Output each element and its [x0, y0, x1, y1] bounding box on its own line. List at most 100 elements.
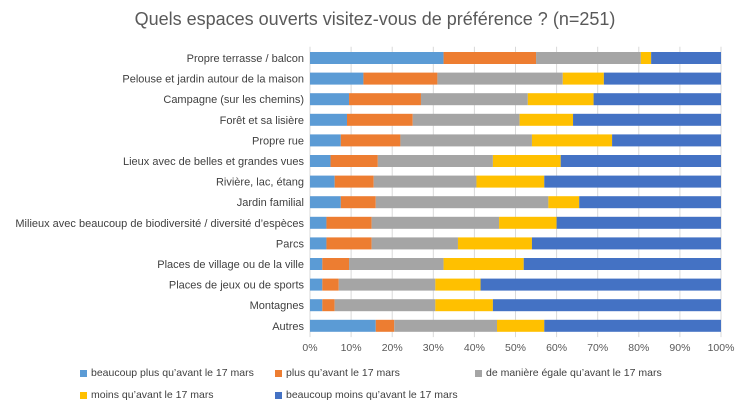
bar-segment-series-1 [310, 113, 347, 126]
category-label: Rivière, lac, étang [216, 177, 304, 189]
bar-segment-series-2 [340, 134, 401, 147]
x-tick-label: 10% [341, 342, 362, 354]
bar-segment-series-3 [373, 175, 477, 188]
bar-segment-series-4 [497, 319, 545, 332]
category-label: Places de jeux ou de sports [169, 280, 305, 292]
legend-item: beaucoup moins qu’avant le 17 mars [275, 389, 458, 401]
bar-segment-series-4 [640, 52, 652, 64]
legend-swatch [80, 369, 87, 377]
bar-segment-series-3 [349, 258, 444, 270]
bar-segment-series-4 [531, 134, 613, 147]
category-label: Propre rue [252, 135, 304, 147]
bar-segment-series-2 [363, 72, 438, 85]
legend-item: plus qu’avant le 17 mars [275, 367, 400, 379]
bar-segment-series-2 [326, 216, 372, 229]
bar-segment-series-2 [346, 113, 413, 126]
bar-segment-series-2 [322, 278, 339, 291]
bar-segment-series-5 [544, 319, 721, 332]
bar-segment-series-4 [527, 93, 594, 106]
bar-segment-series-3 [420, 93, 528, 106]
plot-area: Propre terrasse / balcon Pelouse et jardi… [15, 46, 735, 354]
legend-item: moins qu’avant le 17 mars [80, 389, 214, 401]
bar-segment-series-5 [480, 278, 721, 291]
bar-segment-series-5 [573, 113, 721, 126]
bar-segment-series-3 [377, 155, 493, 167]
bar-segment-series-5 [523, 258, 721, 270]
x-tick-label: 40% [464, 342, 485, 354]
bar-segment-series-1 [310, 258, 323, 270]
category-label: Propre terrasse / balcon [187, 53, 304, 65]
bar-segment-series-3 [371, 237, 458, 250]
bar-segment-series-4 [499, 216, 557, 229]
legend-item: de manière égale qu’avant le 17 mars [475, 367, 662, 379]
bar-segment-series-2 [322, 258, 350, 270]
bar-segment-series-1 [310, 72, 364, 85]
bar-segment-series-4 [435, 299, 493, 312]
bar-segment-series-1 [310, 299, 323, 312]
x-tick-label: 70% [587, 342, 608, 354]
bar-segment-series-5 [651, 52, 721, 64]
bar-segment-series-4 [435, 278, 481, 291]
bar-segment-series-3 [394, 319, 498, 332]
bar-segment-series-2 [334, 175, 374, 188]
category-label: Places de village ou de la ville [157, 259, 304, 271]
bar-segment-series-1 [310, 278, 323, 291]
x-tick-label: 0% [302, 342, 317, 354]
legend-swatch [475, 369, 482, 377]
legend-swatch [275, 391, 282, 399]
bar-segment-series-2 [326, 237, 372, 250]
bar-segment-series-1 [310, 52, 444, 64]
bar-segment-series-5 [492, 299, 721, 312]
bar-segment-series-1 [310, 216, 327, 229]
legend-label: beaucoup plus qu’avant le 17 mars [91, 367, 254, 379]
bar-segment-series-1 [310, 237, 327, 250]
x-tick-label: 60% [546, 342, 567, 354]
x-tick-label: 90% [669, 342, 690, 354]
category-label: Montagnes [250, 300, 305, 312]
bar-segment-series-3 [375, 196, 549, 209]
bar-segment-series-1 [310, 319, 376, 332]
bar-segment-series-5 [560, 155, 721, 167]
bar-segment-series-1 [310, 196, 341, 209]
category-label: Lieux avec de belles et grandes vues [123, 156, 305, 168]
bar-segment-series-2 [443, 52, 537, 64]
bar-segment-series-2 [340, 196, 376, 209]
x-tick-label: 100% [708, 342, 735, 354]
bar-segment-series-3 [371, 216, 500, 229]
bar-segment-series-1 [310, 155, 331, 167]
bar-segment-series-1 [310, 134, 341, 147]
legend-item: beaucoup plus qu’avant le 17 mars [80, 367, 254, 379]
bar-segment-series-2 [330, 155, 378, 167]
bar-segment-series-2 [349, 93, 421, 106]
legend-swatch [80, 391, 87, 399]
bar-segment-series-5 [556, 216, 721, 229]
bar-segment-series-4 [476, 175, 545, 188]
category-label: Campagne (sur les chemins) [163, 94, 304, 106]
legend-label: de manière égale qu’avant le 17 mars [486, 367, 662, 379]
bar-segment-series-4 [492, 155, 561, 167]
bar-segment-series-1 [310, 93, 350, 106]
x-tick-label: 20% [382, 342, 403, 354]
legend-label: moins qu’avant le 17 mars [91, 389, 214, 401]
bar-segment-series-4 [443, 258, 524, 270]
bar-segment-series-3 [536, 52, 641, 64]
x-tick-label: 50% [505, 342, 526, 354]
bar-segment-series-2 [322, 299, 335, 312]
category-label: Pelouse et jardin autour de la maison [122, 74, 304, 86]
bar-segment-series-4 [548, 196, 580, 209]
bar-segment-series-5 [544, 175, 721, 188]
category-label: Milieux avec beaucoup de biodiversité / … [15, 218, 304, 230]
bar-segment-series-5 [579, 196, 721, 209]
bar-segment-series-1 [310, 175, 335, 188]
x-tick-label: 80% [628, 342, 649, 354]
bar-segment-series-5 [531, 237, 721, 250]
chart-title: Quels espaces ouverts visitez-vous de pr… [134, 9, 616, 29]
legend-label: beaucoup moins qu’avant le 17 mars [286, 389, 458, 401]
bar-segment-series-3 [338, 278, 436, 291]
legend-label: plus qu’avant le 17 mars [286, 367, 400, 379]
category-label: Forêt et sa lisière [220, 115, 304, 127]
legend: beaucoup plus qu’avant le 17 mars plus qu… [0, 363, 750, 407]
bar-segment-series-2 [375, 319, 395, 332]
bar-segment-series-5 [612, 134, 721, 147]
